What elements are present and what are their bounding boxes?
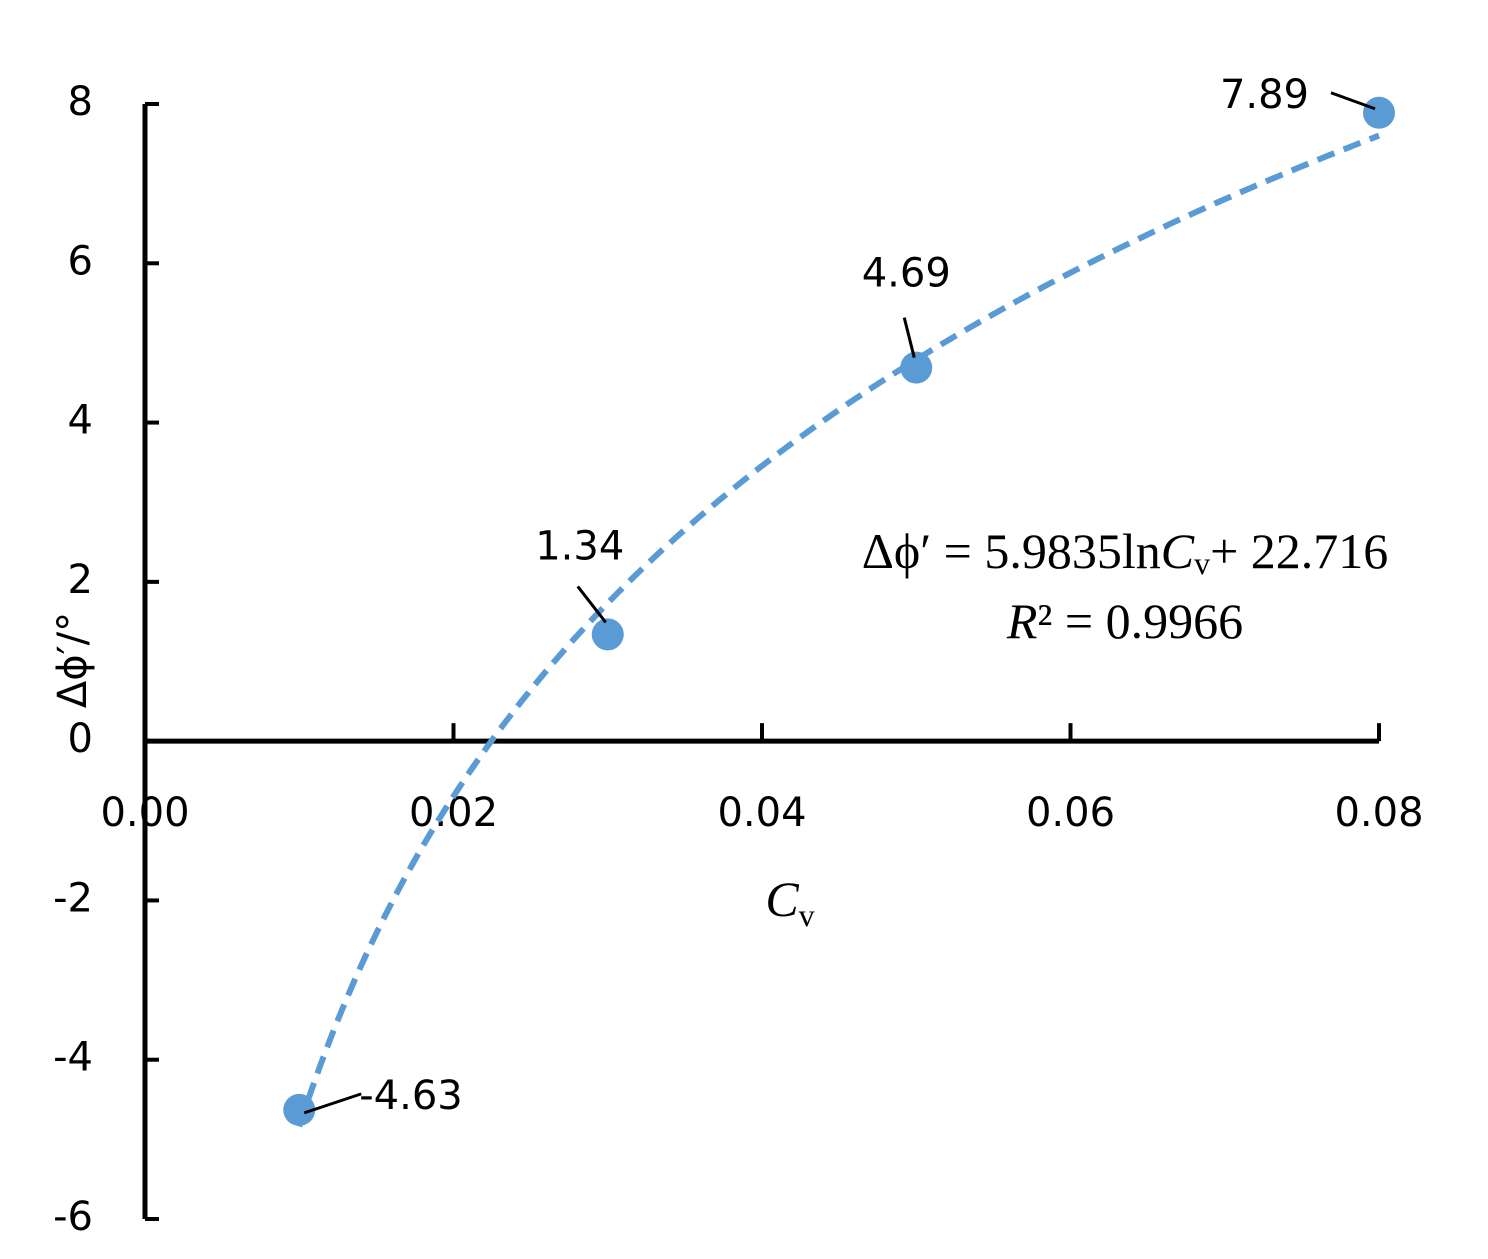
point xyxy=(900,351,933,384)
y-tick-label: 6 xyxy=(68,238,93,284)
y-tick-label: -2 xyxy=(53,875,93,921)
y-tick-label: -6 xyxy=(53,1194,93,1240)
y-axis-label: Δϕ′/° xyxy=(50,612,96,708)
point xyxy=(591,618,624,651)
data-label: -4.63 xyxy=(359,1073,463,1119)
y-tick-label: 0 xyxy=(68,716,93,762)
data-label: 1.34 xyxy=(535,523,624,569)
y-tick-label: 4 xyxy=(68,398,93,444)
leader-line xyxy=(576,585,607,624)
leader-line xyxy=(1330,91,1376,111)
x-tick-label: 0.04 xyxy=(717,790,806,836)
leader-line xyxy=(902,317,916,358)
trendline-equation: Δϕ′ = 5.9835lnCv+ 22.716 xyxy=(862,523,1389,581)
data-label: 7.89 xyxy=(1220,72,1309,118)
x-tick-label: 0.08 xyxy=(1334,790,1423,836)
data-label: 4.69 xyxy=(862,251,951,297)
trendline-r-squared: R² = 0.9966 xyxy=(1006,593,1243,649)
point xyxy=(1363,96,1395,129)
y-tick-label: -4 xyxy=(53,1035,93,1081)
x-tick-label: 0.06 xyxy=(1026,790,1115,836)
leader-line xyxy=(303,1092,362,1115)
point xyxy=(283,1093,316,1126)
y-tick-label: 8 xyxy=(68,79,93,125)
x-tick-label: 0.00 xyxy=(100,790,189,836)
trendline xyxy=(296,132,1381,1128)
y-tick-label: 2 xyxy=(68,557,93,603)
x-axis-label: Cv xyxy=(765,871,814,933)
